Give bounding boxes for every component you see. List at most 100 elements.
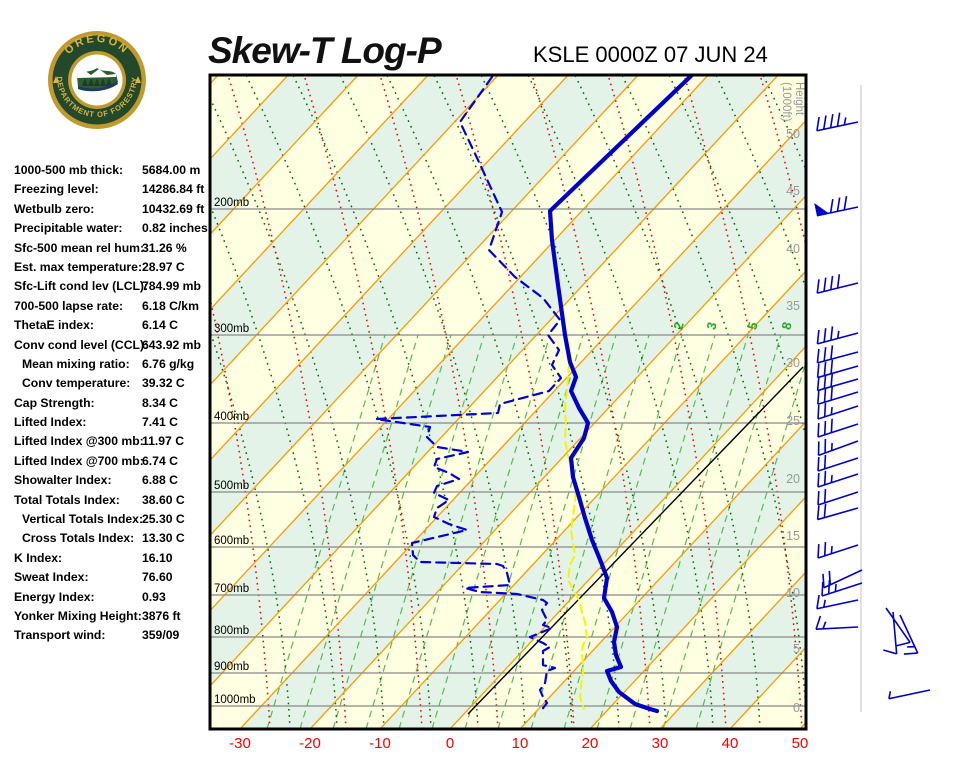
stat-value: 38.60 C bbox=[142, 492, 185, 507]
stat-row: ThetaE index: 6.14 C bbox=[14, 318, 214, 337]
stat-value: 643.92 mb bbox=[142, 337, 201, 352]
wind-barb bbox=[817, 439, 859, 457]
wind-barb bbox=[816, 326, 859, 345]
wind-barb bbox=[816, 359, 859, 379]
stat-value: 8.34 C bbox=[142, 395, 178, 410]
svg-text:20: 20 bbox=[786, 472, 800, 486]
stat-value: 0.82 inches bbox=[142, 221, 208, 236]
svg-text:40: 40 bbox=[722, 735, 739, 752]
stat-value: 14286.84 ft bbox=[142, 182, 205, 197]
pressure-gridlines bbox=[210, 208, 806, 707]
height-axis-title: (1000ft) bbox=[780, 82, 792, 122]
stat-row: Cross Totals Index: 13.30 C bbox=[14, 531, 214, 550]
svg-text:50: 50 bbox=[792, 735, 809, 752]
stat-value: 76.60 bbox=[142, 570, 173, 585]
logo-oregon-scene bbox=[77, 68, 118, 92]
stat-value: 6.18 C/km bbox=[142, 298, 199, 313]
stat-label: Sweat Index: bbox=[14, 570, 89, 585]
temperature-curve bbox=[547, 75, 695, 714]
stat-value: 11.97 C bbox=[142, 434, 185, 449]
stat-row: Energy Index: 0.93 bbox=[14, 590, 214, 609]
stat-label: Cap Strength: bbox=[14, 395, 95, 410]
stat-row: 700-500 lapse rate: 6.18 C/km bbox=[14, 299, 214, 318]
stat-label: ThetaE index: bbox=[14, 318, 94, 333]
stat-row: 1000-500 mb thick: 5684.00 m bbox=[14, 163, 214, 182]
svg-text:50: 50 bbox=[786, 127, 800, 141]
stat-label: Lifted Index @700 mb: bbox=[14, 453, 144, 468]
stat-value: 6.14 C bbox=[142, 318, 178, 333]
mixing-ratio-labels: 2 3 5 8 bbox=[670, 320, 794, 331]
isotherm-bands bbox=[210, 75, 806, 729]
svg-text:900mb: 900mb bbox=[214, 661, 249, 673]
stat-row: Transport wind: 359/09 bbox=[14, 628, 214, 647]
stat-label: 1000-500 mb thick: bbox=[14, 163, 124, 177]
svg-text:-10: -10 bbox=[369, 735, 391, 752]
stat-value: 28.97 C bbox=[142, 259, 185, 274]
svg-text:800mb: 800mb bbox=[214, 625, 249, 637]
stat-label: Wetbulb zero: bbox=[14, 201, 95, 216]
stat-value: 0.93 bbox=[142, 589, 166, 604]
stat-label: Transport wind: bbox=[14, 628, 106, 643]
wind-barb bbox=[817, 402, 859, 420]
wind-barb bbox=[814, 196, 859, 217]
wind-barb bbox=[817, 418, 859, 438]
wind-barb bbox=[816, 274, 859, 294]
svg-text:30: 30 bbox=[652, 735, 669, 752]
svg-text:400mb: 400mb bbox=[214, 411, 249, 423]
isotherms bbox=[210, 75, 806, 729]
wind-barbs bbox=[814, 112, 931, 700]
stat-value: 31.26 % bbox=[142, 240, 187, 255]
stat-value: 25.30 C bbox=[142, 512, 185, 527]
stat-row: Sfc-500 mean rel hum: 31.26 % bbox=[14, 241, 214, 260]
stat-row: Lifted Index @300 mb: 11.97 C bbox=[14, 434, 214, 453]
stat-value: 5684.00 m bbox=[142, 163, 201, 177]
svg-text:1000mb: 1000mb bbox=[214, 694, 256, 706]
wetbulb-curve bbox=[549, 75, 693, 710]
svg-text:10: 10 bbox=[786, 586, 800, 600]
wind-barb bbox=[821, 579, 863, 597]
chart-border bbox=[208, 73, 808, 731]
mixing-ratio-lines bbox=[266, 334, 806, 729]
stat-value: 6.76 g/kg bbox=[142, 356, 195, 371]
stat-value: 13.30 C bbox=[142, 531, 185, 546]
wind-barb bbox=[883, 611, 898, 655]
svg-text:300mb: 300mb bbox=[214, 323, 249, 335]
svg-text:3: 3 bbox=[703, 320, 719, 331]
stat-row: Lifted Index: 7.41 C bbox=[14, 415, 214, 434]
svg-text:35: 35 bbox=[786, 299, 800, 313]
svg-text:500mb: 500mb bbox=[214, 480, 249, 492]
svg-text:40: 40 bbox=[786, 242, 800, 256]
height-axis-title: Height bbox=[793, 82, 805, 116]
wind-barb bbox=[817, 541, 859, 559]
svg-text:15: 15 bbox=[786, 529, 800, 543]
svg-text:30: 30 bbox=[786, 356, 800, 370]
svg-text:5: 5 bbox=[744, 320, 760, 331]
stat-label: Conv temperature: bbox=[22, 376, 131, 391]
stat-value: 784.99 mb bbox=[142, 279, 201, 294]
sounding-indices-panel: 1000-500 mb thick: 5684.00 m Freezing leve… bbox=[14, 163, 214, 648]
stat-row: Sweat Index: 76.60 bbox=[14, 570, 214, 589]
svg-text:8: 8 bbox=[778, 320, 794, 331]
stat-label: 700-500 lapse rate: bbox=[14, 298, 124, 313]
stat-label: Lifted Index @300 mb: bbox=[14, 434, 144, 449]
stat-label: Sfc-500 mean rel hum: bbox=[14, 240, 145, 255]
svg-text:2: 2 bbox=[670, 320, 686, 331]
stat-row: Wetbulb zero: 10432.69 ft bbox=[14, 202, 214, 221]
stat-row: Precipitable water: 0.82 inches bbox=[14, 221, 214, 240]
stat-row: Conv cond level (CCL): 643.92 mb bbox=[14, 338, 214, 357]
wind-barb bbox=[885, 607, 911, 647]
parcel-line bbox=[467, 366, 804, 715]
wind-barb bbox=[817, 488, 859, 506]
svg-text:5: 5 bbox=[793, 642, 800, 656]
stat-label: Freezing level: bbox=[14, 182, 99, 197]
wind-barb bbox=[899, 614, 919, 655]
wind-barb bbox=[822, 569, 863, 589]
stat-label: Showalter Index: bbox=[14, 473, 112, 488]
wind-barb bbox=[817, 386, 859, 406]
wind-barb bbox=[816, 345, 859, 364]
